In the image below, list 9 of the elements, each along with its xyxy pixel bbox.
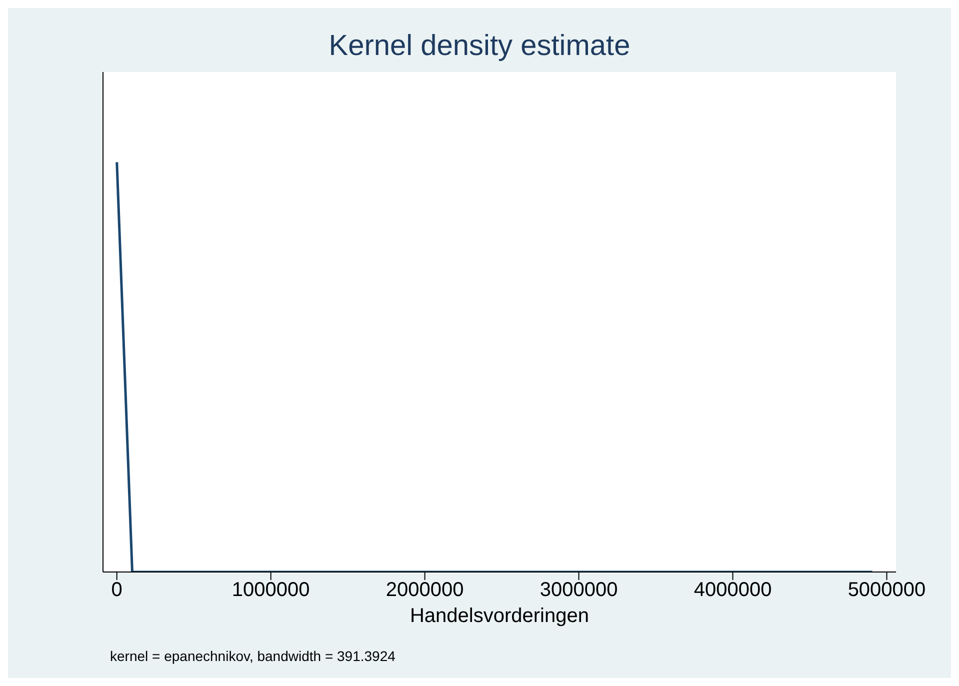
x-tick-label: 1000000: [232, 579, 310, 602]
x-axis-title: Handelsvorderingen: [410, 605, 590, 627]
x-tick-label: 4000000: [694, 579, 772, 602]
x-tick-label: 5000000: [848, 579, 926, 602]
x-tick-label: 3000000: [540, 579, 618, 602]
x-tick-label: 0: [111, 579, 122, 602]
text: kernel = epanechnikov, bandwidth = 391.3924: [110, 648, 396, 664]
x-tick-label: 2000000: [386, 579, 464, 602]
chart-title: Kernel density estimate: [328, 30, 632, 63]
